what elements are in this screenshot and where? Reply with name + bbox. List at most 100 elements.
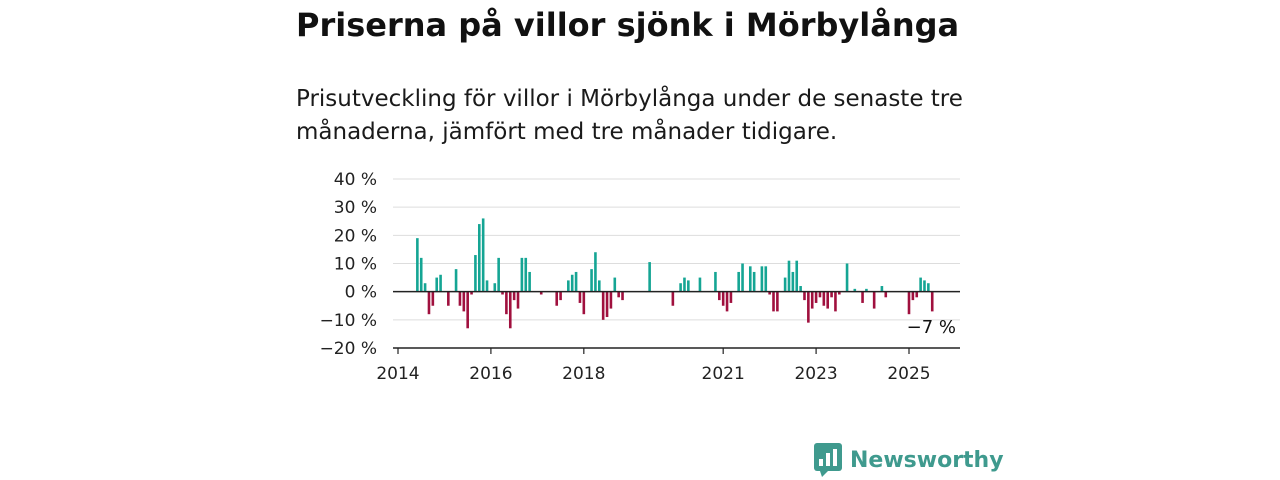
y-tick-label: −20 %	[320, 339, 377, 359]
bar	[481, 218, 485, 292]
x-tick-label: 2025	[887, 364, 930, 384]
bar	[718, 291, 721, 301]
bar	[698, 277, 702, 292]
bar	[582, 291, 586, 315]
bar	[598, 280, 601, 292]
bar	[435, 277, 439, 292]
bar	[505, 291, 508, 315]
y-tick-label: −10 %	[320, 311, 377, 331]
y-tick-label: 40 %	[334, 170, 377, 190]
bar	[834, 291, 837, 312]
newsworthy-logo-icon	[814, 443, 842, 477]
bar	[679, 283, 682, 292]
bar	[470, 291, 473, 295]
last-value-label: −7 %	[907, 317, 956, 338]
chart-subtitle: Prisutveckling för villor i Mörbylånga u…	[296, 86, 963, 145]
bar	[927, 283, 930, 292]
bar	[787, 260, 791, 292]
bar	[803, 291, 806, 301]
bar	[822, 291, 826, 306]
bar	[609, 291, 613, 309]
x-axis-labels: 2014 2016 2018 2021 2023 2025	[376, 348, 931, 384]
bar	[590, 269, 593, 292]
bar	[748, 266, 752, 292]
bar	[880, 286, 884, 292]
bar	[416, 238, 419, 292]
bar	[872, 291, 876, 309]
bar	[783, 277, 787, 292]
bar	[555, 291, 559, 306]
bar	[478, 224, 481, 292]
bar	[458, 291, 462, 306]
bar	[915, 291, 919, 298]
bar	[741, 263, 744, 292]
axes	[393, 290, 960, 349]
bar	[884, 291, 888, 298]
x-tick-label: 2023	[794, 364, 837, 384]
gridlines	[393, 178, 960, 321]
bar	[613, 277, 617, 292]
bar	[807, 291, 810, 323]
y-tick-label: 0 %	[345, 283, 377, 303]
x-tick-label: 2018	[562, 364, 605, 384]
bar	[930, 291, 934, 312]
bar	[512, 291, 516, 301]
bar	[795, 260, 799, 292]
bar	[752, 271, 756, 292]
bar	[621, 291, 624, 301]
bar	[601, 291, 605, 320]
bar	[617, 291, 620, 298]
bar	[528, 271, 531, 292]
bar	[454, 269, 458, 292]
bar	[810, 291, 814, 309]
bar	[826, 291, 829, 309]
bars	[416, 218, 934, 329]
y-tick-label: 10 %	[334, 255, 377, 275]
bar	[594, 252, 597, 292]
bar	[791, 271, 795, 292]
bar	[721, 291, 725, 306]
bar	[919, 277, 922, 292]
bar	[520, 257, 524, 292]
bar	[466, 291, 469, 329]
bar	[760, 266, 764, 292]
y-tick-label: 20 %	[334, 226, 377, 246]
newsworthy-logo: Newsworthy	[814, 443, 1004, 477]
bar	[447, 291, 450, 306]
x-tick-label: 2014	[376, 364, 419, 384]
bar	[818, 291, 822, 298]
bar	[427, 291, 431, 315]
bar	[524, 257, 528, 292]
bar	[419, 257, 423, 292]
bar	[737, 271, 740, 292]
bar	[574, 271, 578, 292]
bar	[799, 286, 802, 292]
bar	[559, 291, 562, 301]
bar	[539, 291, 543, 295]
brand-name: Newsworthy	[850, 447, 1004, 473]
x-tick-label: 2021	[702, 364, 745, 384]
y-axis-labels: 40 % 30 % 20 % 10 % 0 % −10 % −20 %	[320, 170, 377, 359]
bar	[729, 291, 733, 303]
bar	[845, 263, 849, 292]
bar	[516, 291, 520, 309]
bar	[671, 291, 675, 306]
bar	[501, 291, 504, 295]
bar	[508, 291, 512, 329]
x-tick-label: 2016	[469, 364, 512, 384]
bar	[578, 291, 582, 303]
bar	[714, 271, 717, 292]
bar	[648, 262, 651, 292]
bar	[683, 277, 686, 292]
bar	[474, 255, 477, 292]
bar	[911, 291, 915, 301]
bar	[687, 280, 690, 292]
bar	[861, 291, 864, 303]
bar	[764, 266, 768, 292]
bar	[567, 280, 570, 292]
bar	[439, 274, 442, 292]
bar	[838, 291, 841, 295]
bar	[907, 291, 911, 315]
bar	[725, 291, 729, 312]
bar	[814, 291, 818, 303]
